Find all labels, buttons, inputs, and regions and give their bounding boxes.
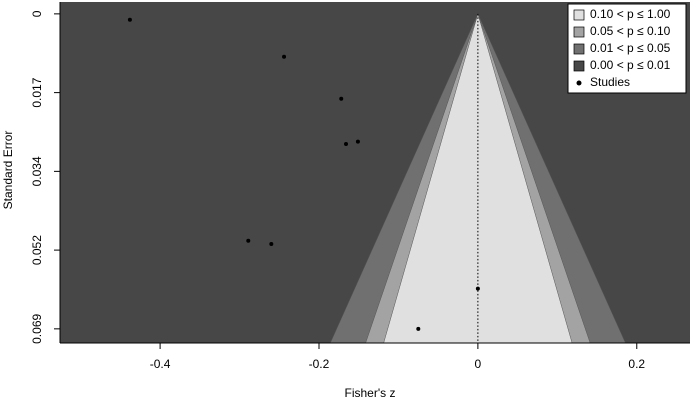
y-tick-label: 0.052 bbox=[30, 235, 44, 265]
legend-label: 0.00 < p ≤ 0.01 bbox=[590, 58, 671, 72]
y-tick-label: 0 bbox=[30, 10, 44, 17]
legend-swatch bbox=[573, 60, 585, 72]
legend-swatch bbox=[573, 9, 585, 21]
study-point bbox=[246, 238, 251, 243]
legend-label: 0.10 < p ≤ 1.00 bbox=[590, 7, 671, 21]
study-point bbox=[127, 17, 132, 22]
legend-label: 0.01 < p ≤ 0.05 bbox=[590, 41, 671, 55]
y-axis-label: Standard Error bbox=[1, 131, 15, 210]
legend-swatch bbox=[573, 26, 585, 38]
x-axis-label: Fisher's z bbox=[345, 386, 396, 400]
legend-marker bbox=[576, 80, 582, 86]
x-tick-label: -0.4 bbox=[150, 357, 171, 371]
y-tick-label: 0.069 bbox=[30, 314, 44, 344]
y-tick-label: 0.034 bbox=[30, 156, 44, 186]
study-point bbox=[475, 286, 480, 291]
study-point bbox=[355, 139, 360, 144]
legend-label: Studies bbox=[590, 75, 630, 89]
legend-box bbox=[567, 3, 687, 94]
x-tick-label: -0.2 bbox=[309, 357, 330, 371]
study-point bbox=[344, 141, 349, 146]
study-point bbox=[416, 326, 421, 331]
legend-label: 0.05 < p ≤ 0.10 bbox=[590, 24, 671, 38]
study-point bbox=[269, 241, 274, 246]
legend-swatch bbox=[573, 43, 585, 55]
x-tick-label: 0.2 bbox=[628, 357, 645, 371]
y-tick-label: 0.017 bbox=[30, 77, 44, 107]
study-point bbox=[282, 54, 287, 59]
x-tick-label: 0 bbox=[475, 357, 482, 371]
study-point bbox=[339, 96, 344, 101]
